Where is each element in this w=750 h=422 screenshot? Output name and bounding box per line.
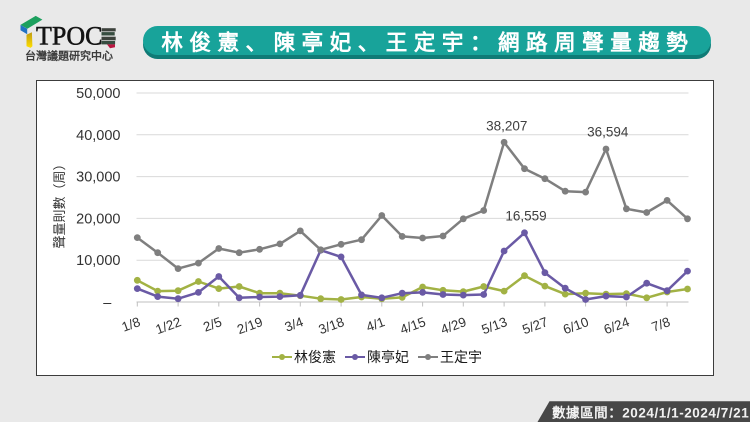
svg-text:林俊憲: 林俊憲 xyxy=(294,349,336,365)
svg-text:36,594: 36,594 xyxy=(587,125,629,140)
svg-text:10,000: 10,000 xyxy=(76,253,120,269)
svg-text:台灣議題研究中心: 台灣議題研究中心 xyxy=(25,48,113,62)
svg-text:數據區間：2024/1/1-2024/7/21: 數據區間：2024/1/1-2024/7/21 xyxy=(552,405,749,421)
svg-text:陳亭妃: 陳亭妃 xyxy=(367,349,409,365)
svg-text:–: – xyxy=(103,295,112,311)
svg-text:3/4: 3/4 xyxy=(283,314,306,335)
svg-text:40,000: 40,000 xyxy=(76,128,120,144)
svg-text:聲量則數（周）: 聲量則數（周） xyxy=(52,157,67,248)
svg-text:16,559: 16,559 xyxy=(505,209,546,224)
svg-text:38,207: 38,207 xyxy=(486,119,527,134)
svg-text:4/1: 4/1 xyxy=(364,314,387,334)
svg-text:1/8: 1/8 xyxy=(120,314,143,334)
svg-text:50,000: 50,000 xyxy=(76,86,120,102)
svg-text:TPOC: TPOC xyxy=(36,22,102,51)
svg-text:王定宇: 王定宇 xyxy=(440,349,482,365)
svg-text:7/8: 7/8 xyxy=(649,314,672,334)
svg-text:20,000: 20,000 xyxy=(76,211,120,227)
svg-text:2/5: 2/5 xyxy=(201,314,224,334)
svg-text:30,000: 30,000 xyxy=(76,170,120,186)
